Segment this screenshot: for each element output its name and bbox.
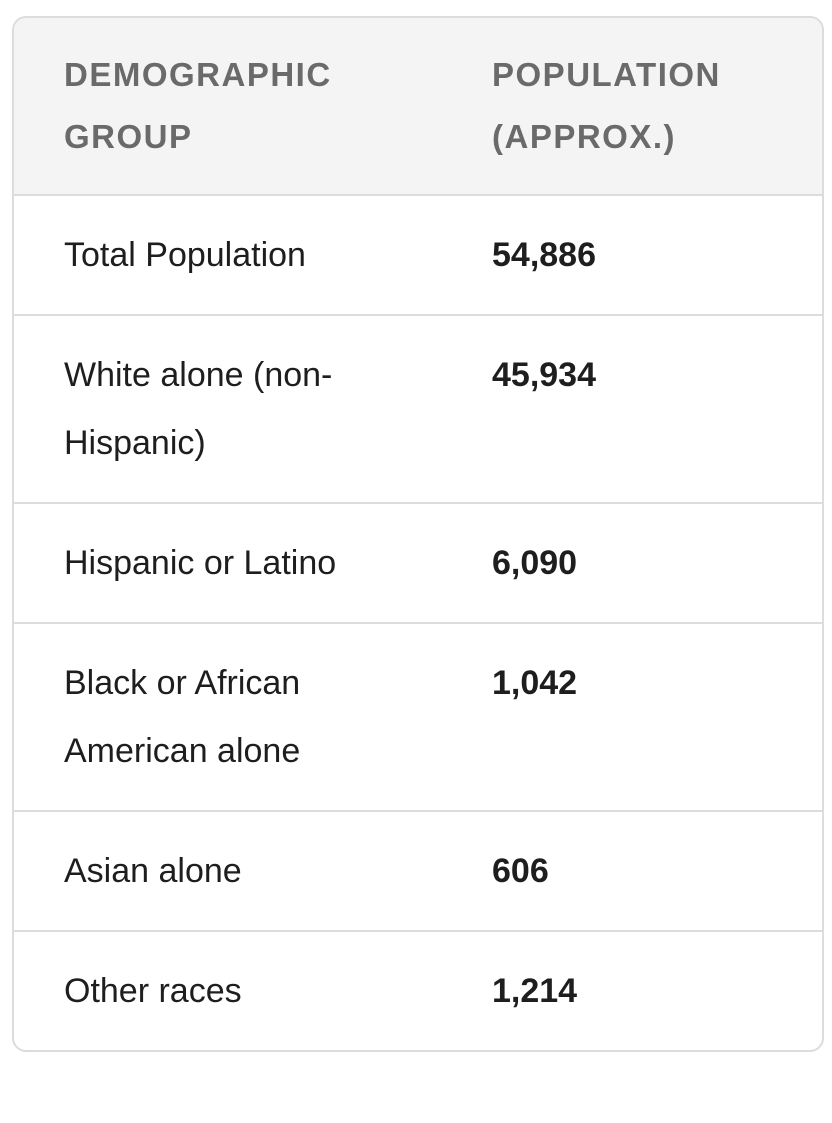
population-cell: 606 (442, 811, 822, 932)
table-row: White alone (non-Hispanic) 45,934 (14, 315, 822, 504)
group-cell: Asian alone (14, 811, 442, 932)
table-row: Total Population 54,886 (14, 195, 822, 316)
population-cell: 54,886 (442, 195, 822, 316)
population-cell: 1,042 (442, 623, 822, 812)
header-row: DEMOGRAPHIC GROUP POPULATION (APPROX.) (14, 18, 822, 196)
table-body: Total Population 54,886 White alone (non-H… (14, 195, 822, 1050)
table: DEMOGRAPHIC GROUP POPULATION (APPROX.) T… (14, 18, 822, 1050)
table-row: Other races 1,214 (14, 931, 822, 1050)
population-cell: 6,090 (442, 503, 822, 624)
table-header: DEMOGRAPHIC GROUP POPULATION (APPROX.) (14, 18, 822, 196)
population-cell: 45,934 (442, 315, 822, 504)
header-cell: POPULATION (APPROX.) (442, 18, 822, 196)
table-row: Asian alone 606 (14, 811, 822, 932)
group-cell: Total Population (14, 195, 442, 316)
table-row: Black or African American alone 1,042 (14, 623, 822, 812)
group-cell: White alone (non-Hispanic) (14, 315, 442, 504)
population-cell: 1,214 (492, 972, 578, 1010)
group-cell: Black or African American alone (14, 623, 442, 812)
table-card: DEMOGRAPHIC GROUP POPULATION (APPROX.) T… (12, 16, 824, 1052)
header-cell: DEMOGRAPHIC GROUP (14, 18, 442, 196)
group-cell: Other races (64, 972, 242, 1010)
table-row: Hispanic or Latino 6,090 (14, 503, 822, 624)
group-cell: Hispanic or Latino (14, 503, 442, 624)
